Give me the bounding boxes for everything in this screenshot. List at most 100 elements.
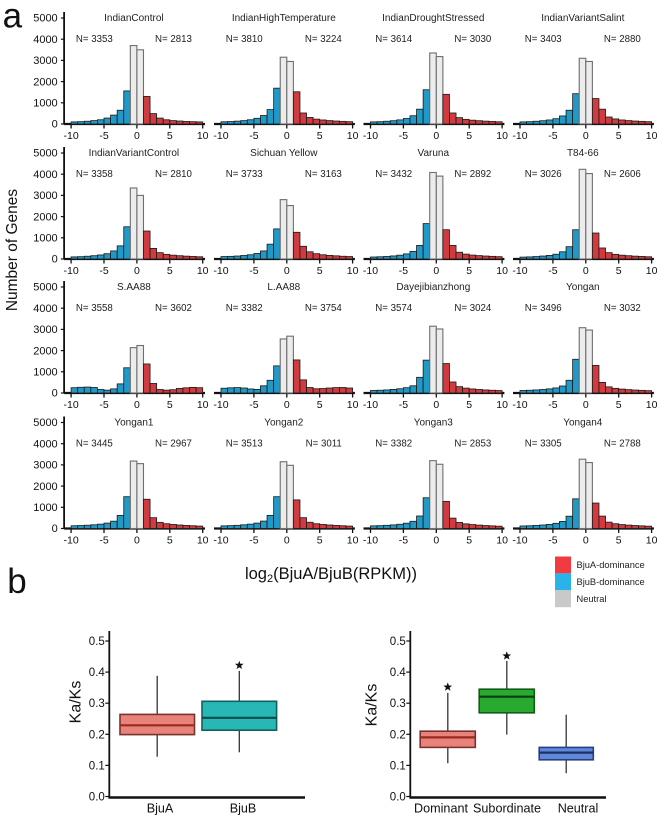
svg-text:Number of Genes: Number of Genes (4, 189, 21, 312)
svg-text:Subordinate: Subordinate (473, 802, 541, 816)
svg-text:-5: -5 (99, 265, 108, 277)
svg-text:0: 0 (284, 399, 290, 411)
svg-text:-10: -10 (363, 399, 378, 411)
svg-text:N= 3382: N= 3382 (375, 439, 412, 450)
svg-text:-5: -5 (249, 130, 258, 142)
svg-text:-10: -10 (363, 130, 378, 142)
svg-text:-10: -10 (64, 399, 79, 411)
svg-text:10: 10 (347, 265, 359, 277)
svg-text:-10: -10 (213, 130, 228, 142)
svg-text:10: 10 (496, 535, 508, 547)
svg-text:-10: -10 (213, 265, 228, 277)
svg-text:0: 0 (52, 388, 58, 400)
svg-text:10: 10 (496, 130, 508, 142)
svg-text:N= 3614: N= 3614 (375, 34, 413, 45)
svg-text:-10: -10 (64, 535, 79, 547)
svg-text:0.5: 0.5 (390, 636, 406, 648)
svg-text:-5: -5 (249, 399, 258, 411)
svg-text:5: 5 (466, 265, 472, 277)
svg-text:5000: 5000 (33, 417, 57, 429)
svg-text:10: 10 (197, 265, 209, 277)
svg-text:3000: 3000 (33, 460, 57, 472)
svg-text:5000: 5000 (33, 148, 57, 160)
svg-text:5: 5 (466, 535, 472, 547)
svg-text:N= 3030: N= 3030 (454, 34, 492, 45)
svg-text:2000: 2000 (33, 211, 57, 223)
svg-text:Dayejibianzhong: Dayejibianzhong (396, 282, 470, 293)
svg-text:0: 0 (52, 119, 58, 131)
svg-text:BjuA-dominance: BjuA-dominance (577, 560, 645, 570)
svg-text:BjuA: BjuA (147, 802, 174, 816)
svg-text:N= 2788: N= 2788 (604, 439, 641, 450)
svg-text:-5: -5 (548, 399, 557, 411)
svg-text:0.0: 0.0 (390, 792, 406, 804)
svg-text:0: 0 (583, 399, 589, 411)
svg-text:N= 3602: N= 3602 (155, 303, 192, 314)
svg-text:N= 3011: N= 3011 (306, 439, 342, 450)
svg-text:-10: -10 (64, 130, 79, 142)
svg-text:Ka/Ks: Ka/Ks (68, 681, 85, 724)
svg-text:-5: -5 (249, 265, 258, 277)
svg-text:2000: 2000 (33, 345, 57, 357)
svg-text:1000: 1000 (33, 502, 57, 514)
svg-text:5: 5 (167, 535, 173, 547)
svg-text:-5: -5 (399, 399, 408, 411)
svg-text:-5: -5 (548, 535, 557, 547)
svg-text:Yongan1: Yongan1 (114, 418, 154, 429)
svg-text:a: a (3, 0, 23, 36)
svg-text:N= 3382: N= 3382 (226, 303, 263, 314)
svg-text:-10: -10 (512, 535, 527, 547)
svg-text:-10: -10 (213, 399, 228, 411)
svg-text:1000: 1000 (33, 367, 57, 379)
svg-text:5: 5 (616, 130, 622, 142)
svg-text:N= 3733: N= 3733 (226, 169, 263, 180)
svg-text:5: 5 (317, 265, 323, 277)
svg-text:N= 2967: N= 2967 (155, 439, 192, 450)
svg-text:5: 5 (616, 535, 622, 547)
svg-text:0: 0 (134, 399, 140, 411)
svg-text:0.4: 0.4 (390, 667, 407, 679)
svg-text:-10: -10 (512, 130, 527, 142)
svg-text:10: 10 (646, 265, 658, 277)
svg-text:5: 5 (616, 265, 622, 277)
svg-text:-10: -10 (213, 535, 228, 547)
svg-text:N= 3024: N= 3024 (454, 303, 492, 314)
svg-text:10: 10 (496, 399, 508, 411)
svg-text:N= 3032: N= 3032 (604, 303, 641, 314)
svg-text:3000: 3000 (33, 190, 57, 202)
svg-text:0.1: 0.1 (89, 760, 105, 772)
svg-text:-5: -5 (399, 535, 408, 547)
svg-text:10: 10 (646, 399, 658, 411)
svg-text:N= 3513: N= 3513 (226, 439, 263, 450)
svg-text:b: b (7, 562, 26, 601)
svg-text:5: 5 (616, 399, 622, 411)
svg-text:N= 3496: N= 3496 (525, 303, 562, 314)
svg-text:0.2: 0.2 (390, 729, 406, 741)
svg-text:2000: 2000 (33, 76, 57, 88)
svg-text:N= 3358: N= 3358 (76, 169, 113, 180)
svg-text:N= 3403: N= 3403 (525, 34, 562, 45)
svg-text:-5: -5 (99, 535, 108, 547)
svg-text:N= 2606: N= 2606 (604, 169, 641, 180)
svg-text:4000: 4000 (33, 438, 57, 450)
svg-text:N= 3026: N= 3026 (525, 169, 562, 180)
svg-text:N= 2813: N= 2813 (155, 34, 192, 45)
svg-text:5: 5 (317, 399, 323, 411)
svg-text:1000: 1000 (33, 233, 57, 245)
svg-text:0.2: 0.2 (89, 729, 105, 741)
svg-text:10: 10 (347, 130, 359, 142)
svg-text:10: 10 (646, 535, 658, 547)
svg-text:5000: 5000 (33, 282, 57, 294)
svg-text:-10: -10 (363, 535, 378, 547)
svg-text:-10: -10 (512, 399, 527, 411)
svg-text:Yongan: Yongan (566, 282, 600, 293)
svg-text:0.4: 0.4 (89, 667, 106, 679)
svg-text:Yongan2: Yongan2 (264, 418, 304, 429)
svg-text:10: 10 (496, 265, 508, 277)
svg-text:-10: -10 (363, 265, 378, 277)
svg-text:-5: -5 (548, 265, 557, 277)
svg-text:0: 0 (433, 399, 439, 411)
svg-text:N= 2853: N= 2853 (454, 439, 491, 450)
svg-text:4000: 4000 (33, 34, 57, 46)
svg-text:0: 0 (52, 523, 58, 535)
